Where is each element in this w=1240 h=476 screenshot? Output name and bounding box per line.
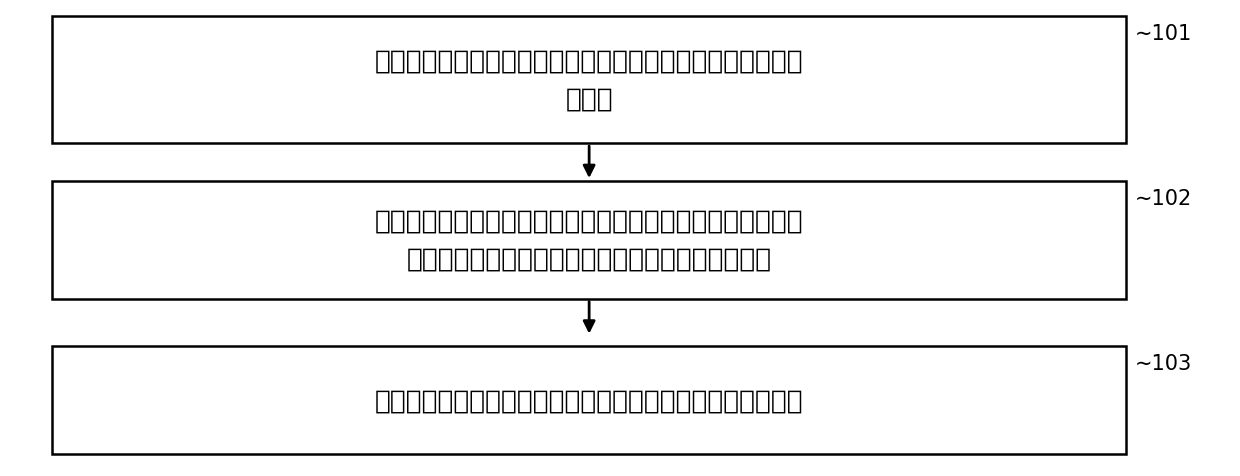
FancyBboxPatch shape xyxy=(52,346,1126,455)
Text: ∼102: ∼102 xyxy=(1135,188,1192,208)
Text: ∼103: ∼103 xyxy=(1135,353,1192,373)
Text: 获取显示屏上与所述用户标识对应的第一显示窗口，所述第一
显示窗口中包括与所述用户标识对应的胎儿监护数据: 获取显示屏上与所述用户标识对应的第一显示窗口，所述第一 显示窗口中包括与所述用户… xyxy=(374,208,804,272)
Text: ∼101: ∼101 xyxy=(1135,24,1192,44)
FancyBboxPatch shape xyxy=(52,181,1126,299)
FancyBboxPatch shape xyxy=(52,17,1126,144)
Text: 接收血气数据，其中，所述血气数据中包括用户标识和血气类
型参数: 接收血气数据，其中，所述血气数据中包括用户标识和血气类 型参数 xyxy=(374,49,804,112)
Text: 将所述血气类型参数以预设的形式显示在所述第一显示窗口上: 将所述血气类型参数以预设的形式显示在所述第一显示窗口上 xyxy=(374,387,804,413)
